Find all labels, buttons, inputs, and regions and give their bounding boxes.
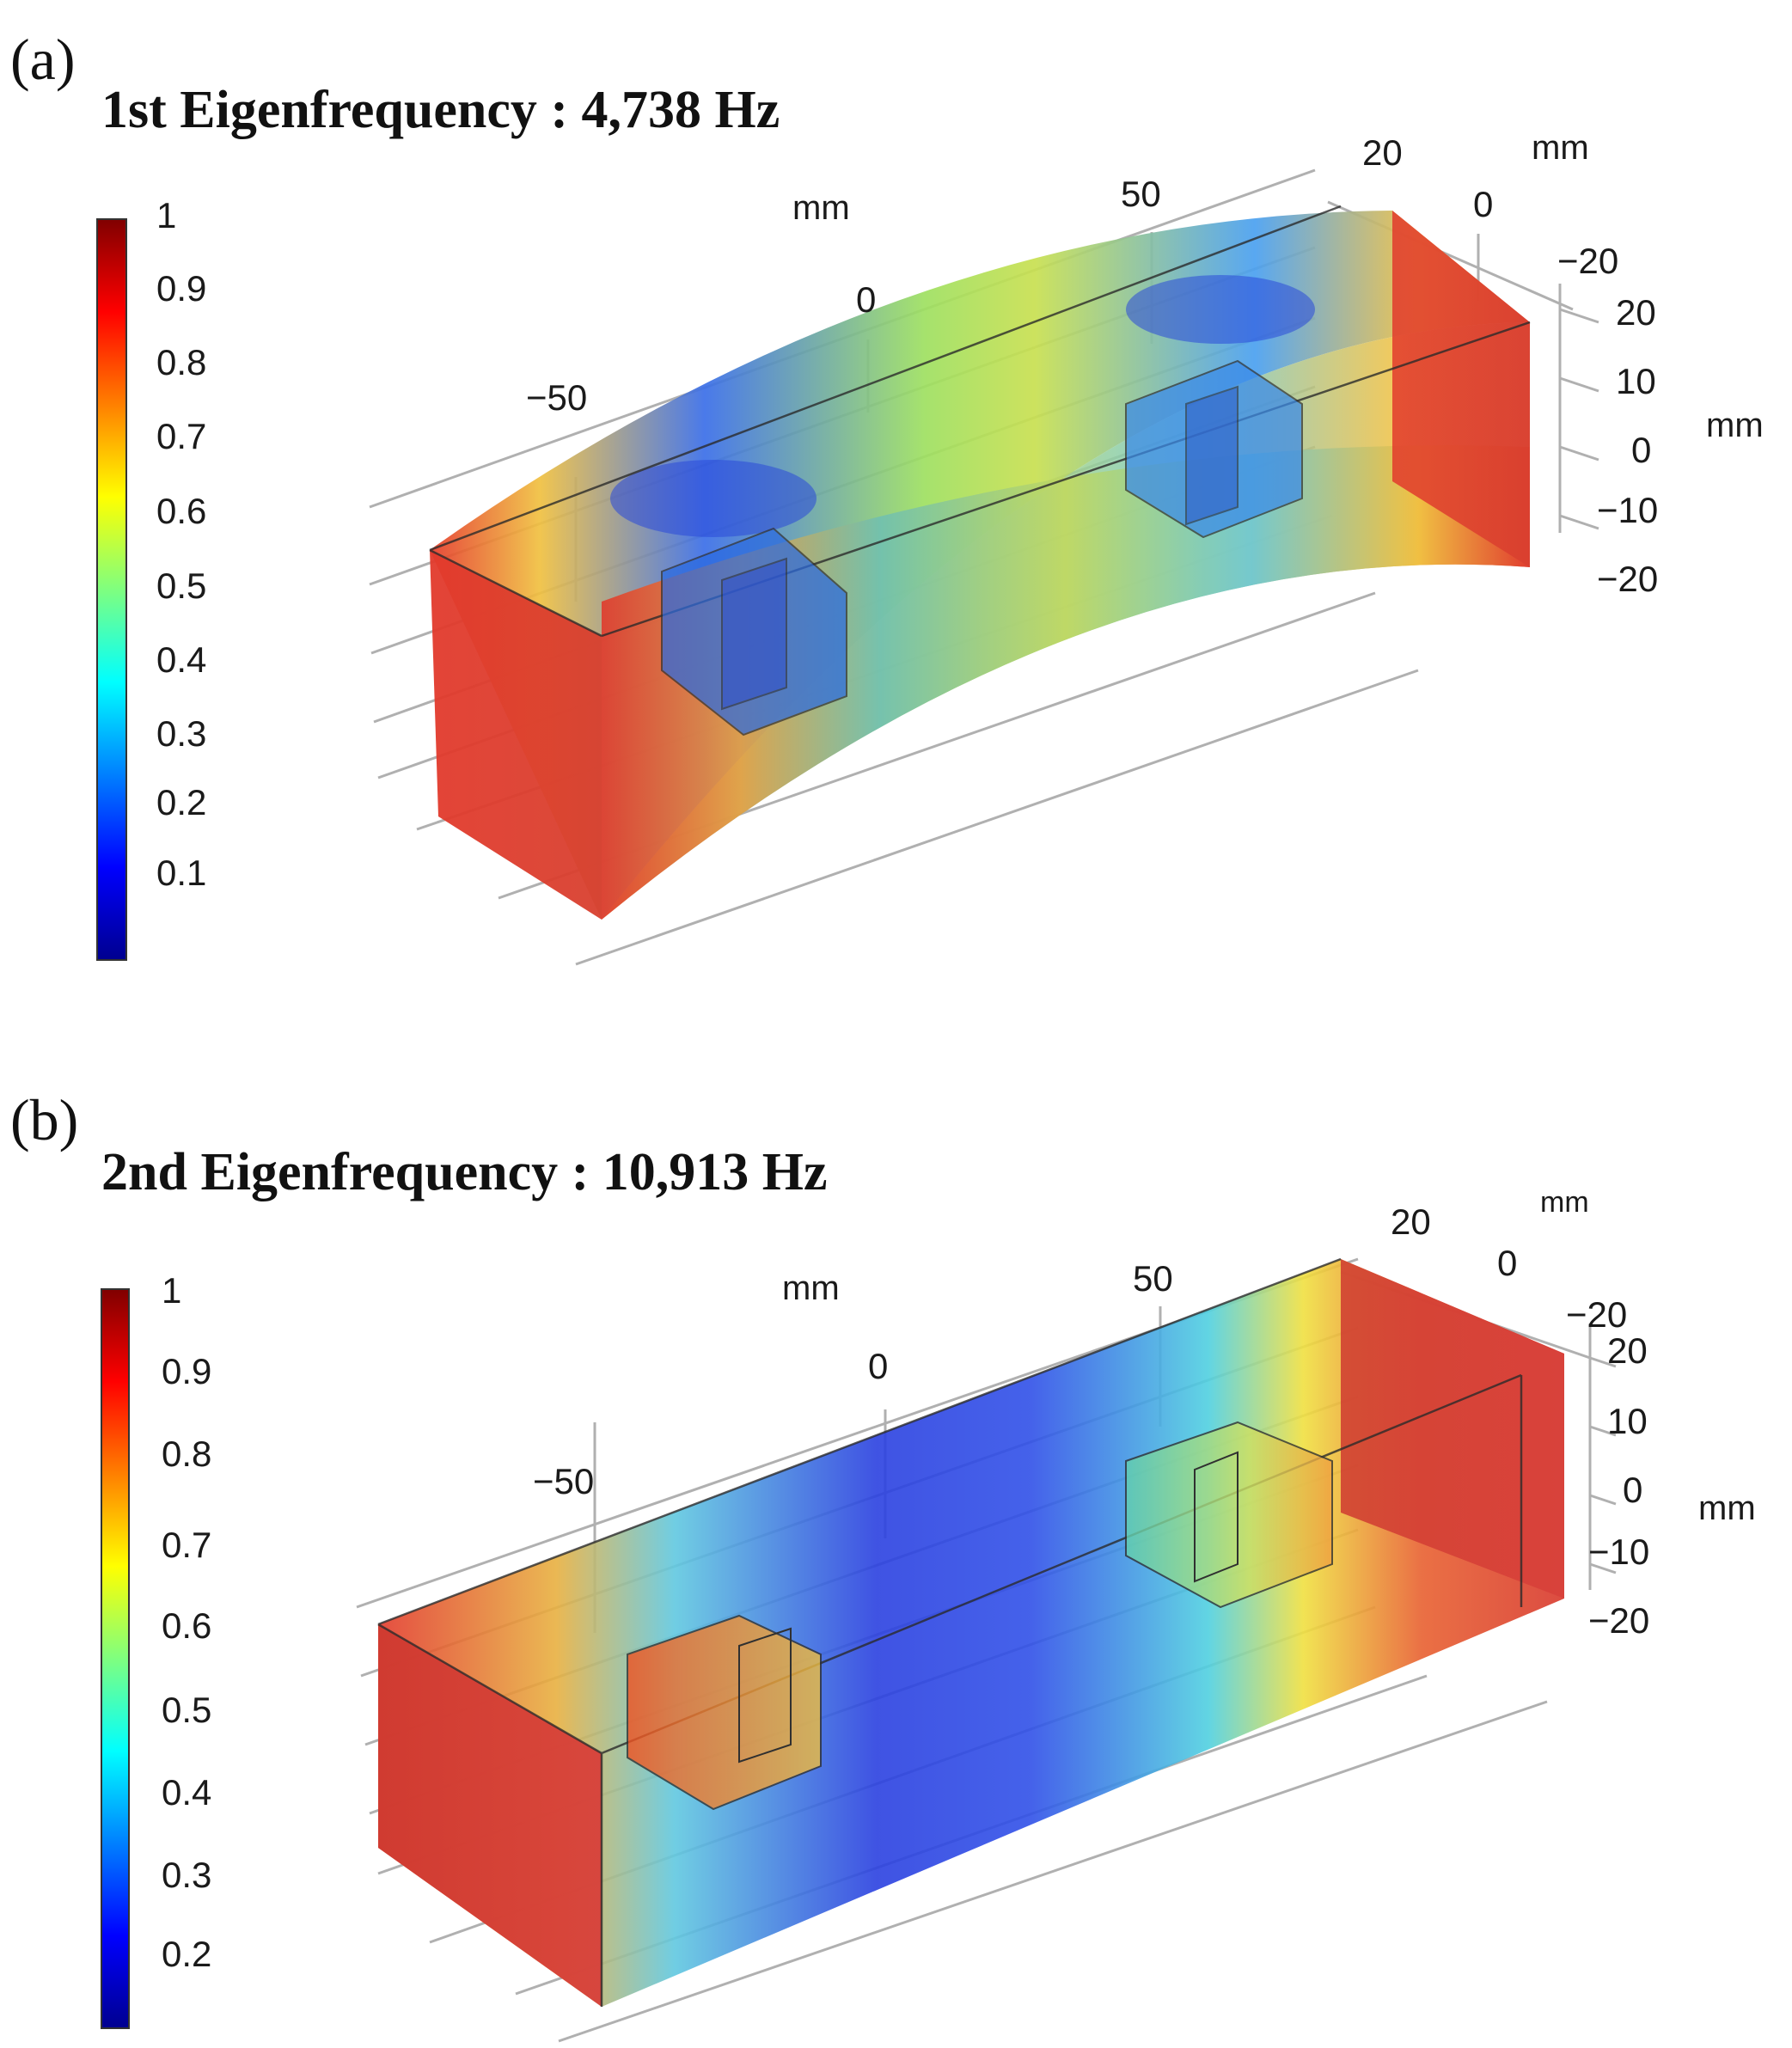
beam-end-left: [430, 550, 602, 920]
beam-end-right: [1392, 211, 1530, 567]
colorbar-tick: 0.7: [162, 1525, 211, 1565]
colorbar-tick: 1: [162, 1270, 181, 1311]
x-axis-unit: mm: [792, 189, 850, 227]
colorbar-tick: 0.8: [162, 1434, 211, 1474]
colorbar-tick: 1: [156, 195, 176, 235]
colorbar-gradient: [96, 218, 127, 961]
colorbar-tick-labels: 1 0.9 0.8 0.7 0.6 0.5 0.4 0.3 0.2: [162, 1270, 211, 1974]
panel-b-masses: [627, 1421, 1333, 1811]
colorbar-tick: 0.8: [156, 342, 206, 382]
colorbar-tick: 0.5: [156, 565, 206, 606]
z-axis-tick: 0: [1623, 1470, 1642, 1510]
y-axis-tick: 0: [1497, 1243, 1517, 1283]
colorbar-tick: 0.3: [162, 1855, 211, 1895]
panel-a-axes: mm −50 0 50 mm 20 0 −20 mm 20 10 0 −10 −…: [526, 129, 1764, 599]
colorbar-tick: 0.4: [156, 639, 206, 680]
x-axis-tick: −50: [533, 1461, 594, 1501]
proof-mass-right-inner: [1185, 385, 1238, 526]
panel-b-axes: mm −50 0 50 mm 20 0 −20 mm 20 10 0 −10 −…: [533, 1186, 1756, 1641]
low-amplitude-region: [1126, 275, 1315, 344]
colorbar-tick: 0.4: [162, 1772, 211, 1813]
low-amplitude-region: [610, 460, 816, 537]
panel-b: (b) 2nd Eigenfrequency : 10,913 Hz 1 0.9…: [10, 1087, 1756, 2043]
y-axis-unit: mm: [1532, 129, 1589, 167]
colorbar-tick: 0.2: [162, 1934, 211, 1974]
z-axis-unit: mm: [1698, 1489, 1756, 1527]
z-axis-tick: −20: [1597, 559, 1658, 599]
z-axis-unit: mm: [1706, 407, 1764, 444]
z-axis-tick: −10: [1588, 1531, 1649, 1572]
z-axis-tick: 20: [1616, 292, 1656, 333]
panel-a: (a) 1st Eigenfrequency : 4,738 Hz 1 0.9 …: [10, 27, 1764, 966]
panel-a-masses: [661, 359, 1303, 737]
z-axis-tick: 0: [1631, 430, 1651, 470]
z-axis-tick: 20: [1607, 1330, 1648, 1371]
panel-b-title: 2nd Eigenfrequency : 10,913 Hz: [101, 1143, 827, 1201]
proof-mass-left-inner: [738, 1627, 792, 1764]
y-axis-tick: 20: [1391, 1201, 1431, 1242]
y-axis-tick: 20: [1362, 132, 1403, 173]
panel-a-label: (a): [10, 27, 75, 92]
colorbar-tick-labels: 1 0.9 0.8 0.7 0.6 0.5 0.4 0.3 0.2 0.1: [156, 195, 206, 893]
colorbar-gradient: [101, 1288, 130, 2029]
y-axis-tick: 0: [1473, 184, 1493, 224]
colorbar-tick: 0.2: [156, 782, 206, 822]
proof-mass-left: [627, 1614, 822, 1811]
colorbar-tick: 0.7: [156, 416, 206, 456]
proof-mass-right: [1125, 1421, 1333, 1609]
y-axis-tick: −20: [1566, 1294, 1627, 1335]
x-axis-tick: 0: [868, 1346, 888, 1386]
beam-end-right: [1341, 1259, 1564, 1599]
beam-edge: [377, 1257, 1523, 2007]
x-axis-tick: 50: [1133, 1258, 1173, 1299]
colorbar-tick: 0.9: [162, 1351, 211, 1391]
colorbar-tick: 0.9: [156, 268, 206, 309]
colorbar-tick: 0.5: [162, 1690, 211, 1730]
proof-mass-right-inner: [1194, 1451, 1238, 1583]
beam-end-left: [378, 1624, 602, 2007]
z-axis-tick: −20: [1588, 1600, 1649, 1641]
z-axis-tick: −10: [1597, 490, 1658, 530]
panel-a-beam: [429, 205, 1531, 920]
z-axis-tick: 10: [1607, 1401, 1648, 1441]
panel-a-colorbar: 1 0.9 0.8 0.7 0.6 0.5 0.4 0.3 0.2 0.1: [96, 195, 206, 961]
z-axis-tick: 10: [1616, 361, 1656, 401]
panel-b-colorbar: 1 0.9 0.8 0.7 0.6 0.5 0.4 0.3 0.2: [101, 1270, 211, 2029]
panel-b-label: (b): [10, 1087, 78, 1152]
x-axis-tick: −50: [526, 377, 587, 418]
colorbar-tick: 0.1: [156, 853, 206, 893]
panel-b-beam: [377, 1257, 1564, 2007]
colorbar-tick: 0.6: [156, 491, 206, 531]
proof-mass-left-inner: [721, 557, 787, 711]
y-axis-unit: mm: [1540, 1186, 1589, 1219]
x-axis-tick: 0: [856, 279, 876, 320]
y-axis-tick: −20: [1557, 241, 1618, 281]
colorbar-tick: 0.6: [162, 1605, 211, 1646]
x-axis-unit: mm: [782, 1269, 840, 1307]
colorbar-tick: 0.3: [156, 713, 206, 754]
x-axis-tick: 50: [1121, 174, 1161, 214]
panel-a-title: 1st Eigenfrequency : 4,738 Hz: [101, 81, 780, 139]
beam-lower-surface: [602, 445, 1530, 920]
